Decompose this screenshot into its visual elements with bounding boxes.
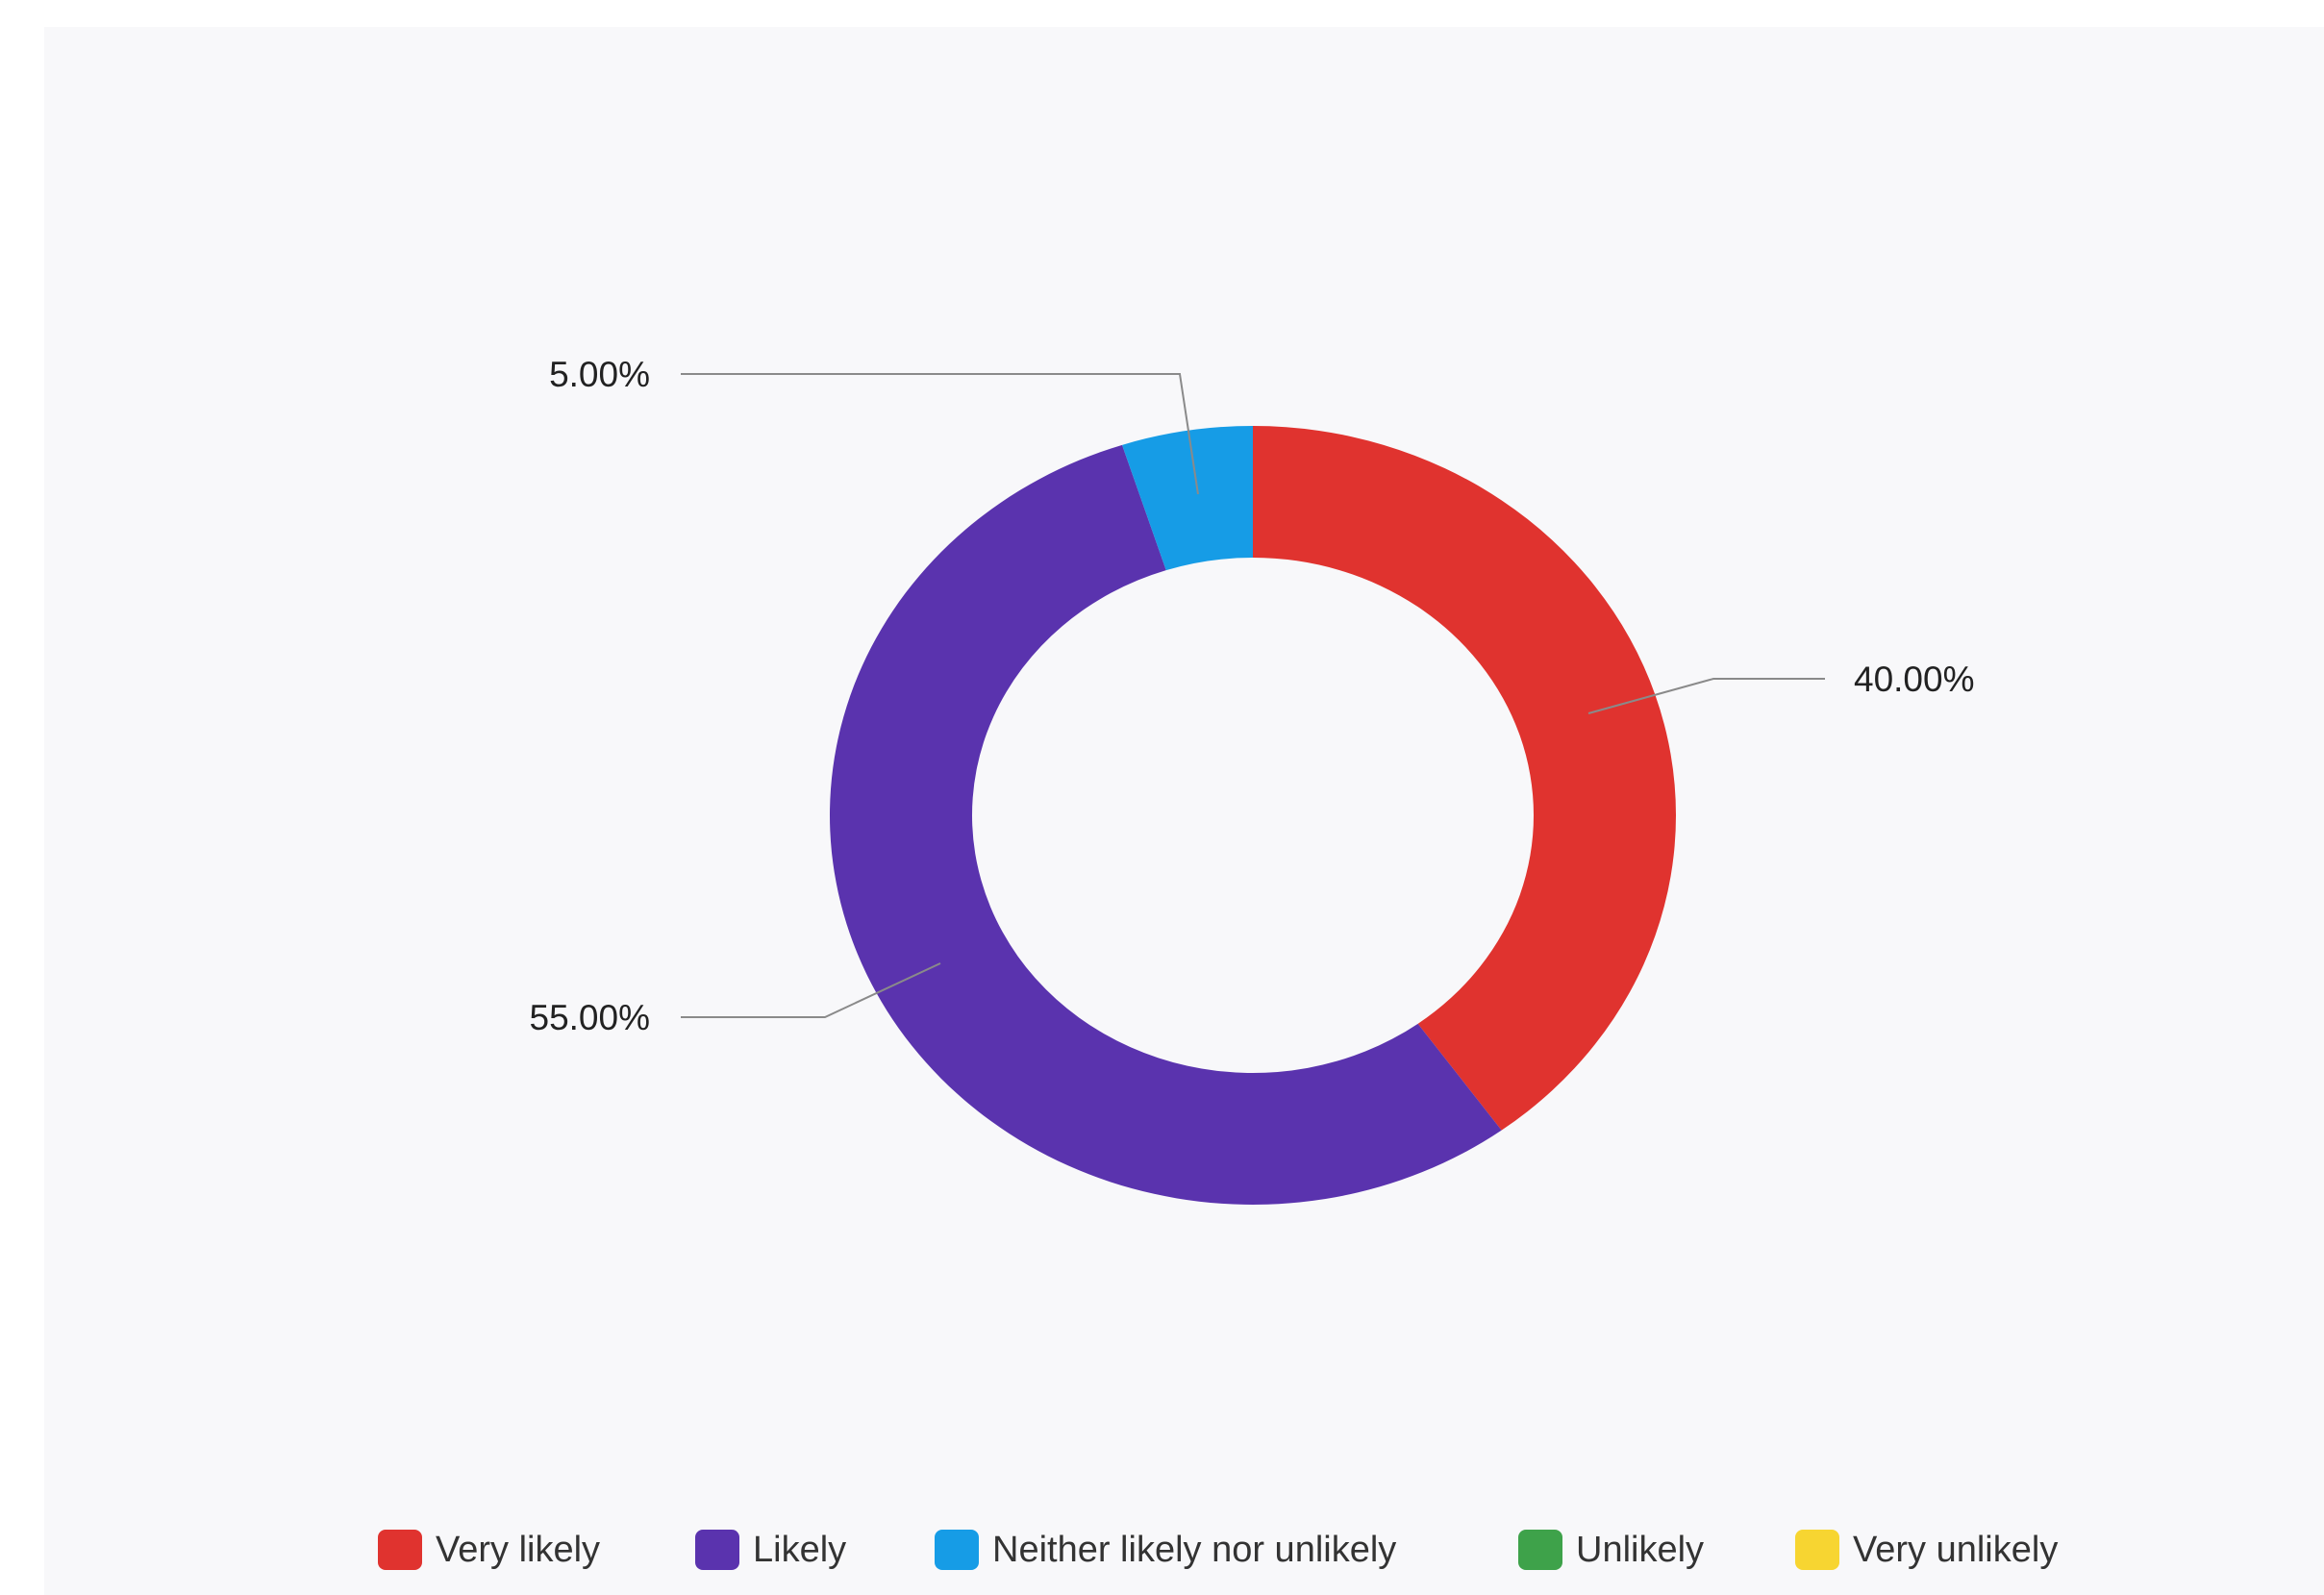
legend-label: Unlikely <box>1576 1529 1705 1570</box>
chart-legend: Very likely Likely Neither likely nor un… <box>0 1523 2324 1577</box>
donut-slice-likely[interactable] <box>829 444 1502 1205</box>
donut-slice-very-likely[interactable] <box>1253 426 1676 1131</box>
legend-label: Neither likely nor unlikely <box>992 1529 1397 1570</box>
chart-panel <box>44 27 2324 1595</box>
legend-label: Very unlikely <box>1853 1529 2059 1570</box>
legend-item-neither[interactable]: Neither likely nor unlikely <box>935 1523 1396 1577</box>
data-labels: 40.00% 55.00% 5.00% <box>530 355 1975 1037</box>
legend-swatch-neither <box>935 1530 979 1570</box>
donut-slices <box>829 426 1676 1205</box>
leader-line-very-likely <box>1587 678 1825 714</box>
legend-item-likely[interactable]: Likely <box>695 1523 846 1577</box>
legend-item-very-unlikely[interactable]: Very unlikely <box>1795 1523 2058 1577</box>
leader-lines <box>681 373 1825 1018</box>
legend-label: Very likely <box>436 1529 601 1570</box>
leader-line-neither-likely-nor-unlikely <box>681 373 1199 495</box>
legend-item-very-likely[interactable]: Very likely <box>378 1523 600 1577</box>
legend-item-unlikely[interactable]: Unlikely <box>1518 1523 1704 1577</box>
data-label-neither-likely-nor-unlikely: 5.00% <box>549 355 650 394</box>
leader-line-likely <box>681 962 941 1018</box>
legend-swatch-unlikely <box>1518 1530 1562 1570</box>
legend-swatch-very-likely <box>378 1530 422 1570</box>
legend-swatch-very-unlikely <box>1795 1530 1839 1570</box>
legend-label: Likely <box>753 1529 847 1570</box>
donut-slice-neither-likely-nor-unlikely[interactable] <box>1122 426 1253 571</box>
data-label-likely: 55.00% <box>530 998 651 1037</box>
data-label-very-likely: 40.00% <box>1854 660 1975 699</box>
legend-swatch-likely <box>695 1530 739 1570</box>
